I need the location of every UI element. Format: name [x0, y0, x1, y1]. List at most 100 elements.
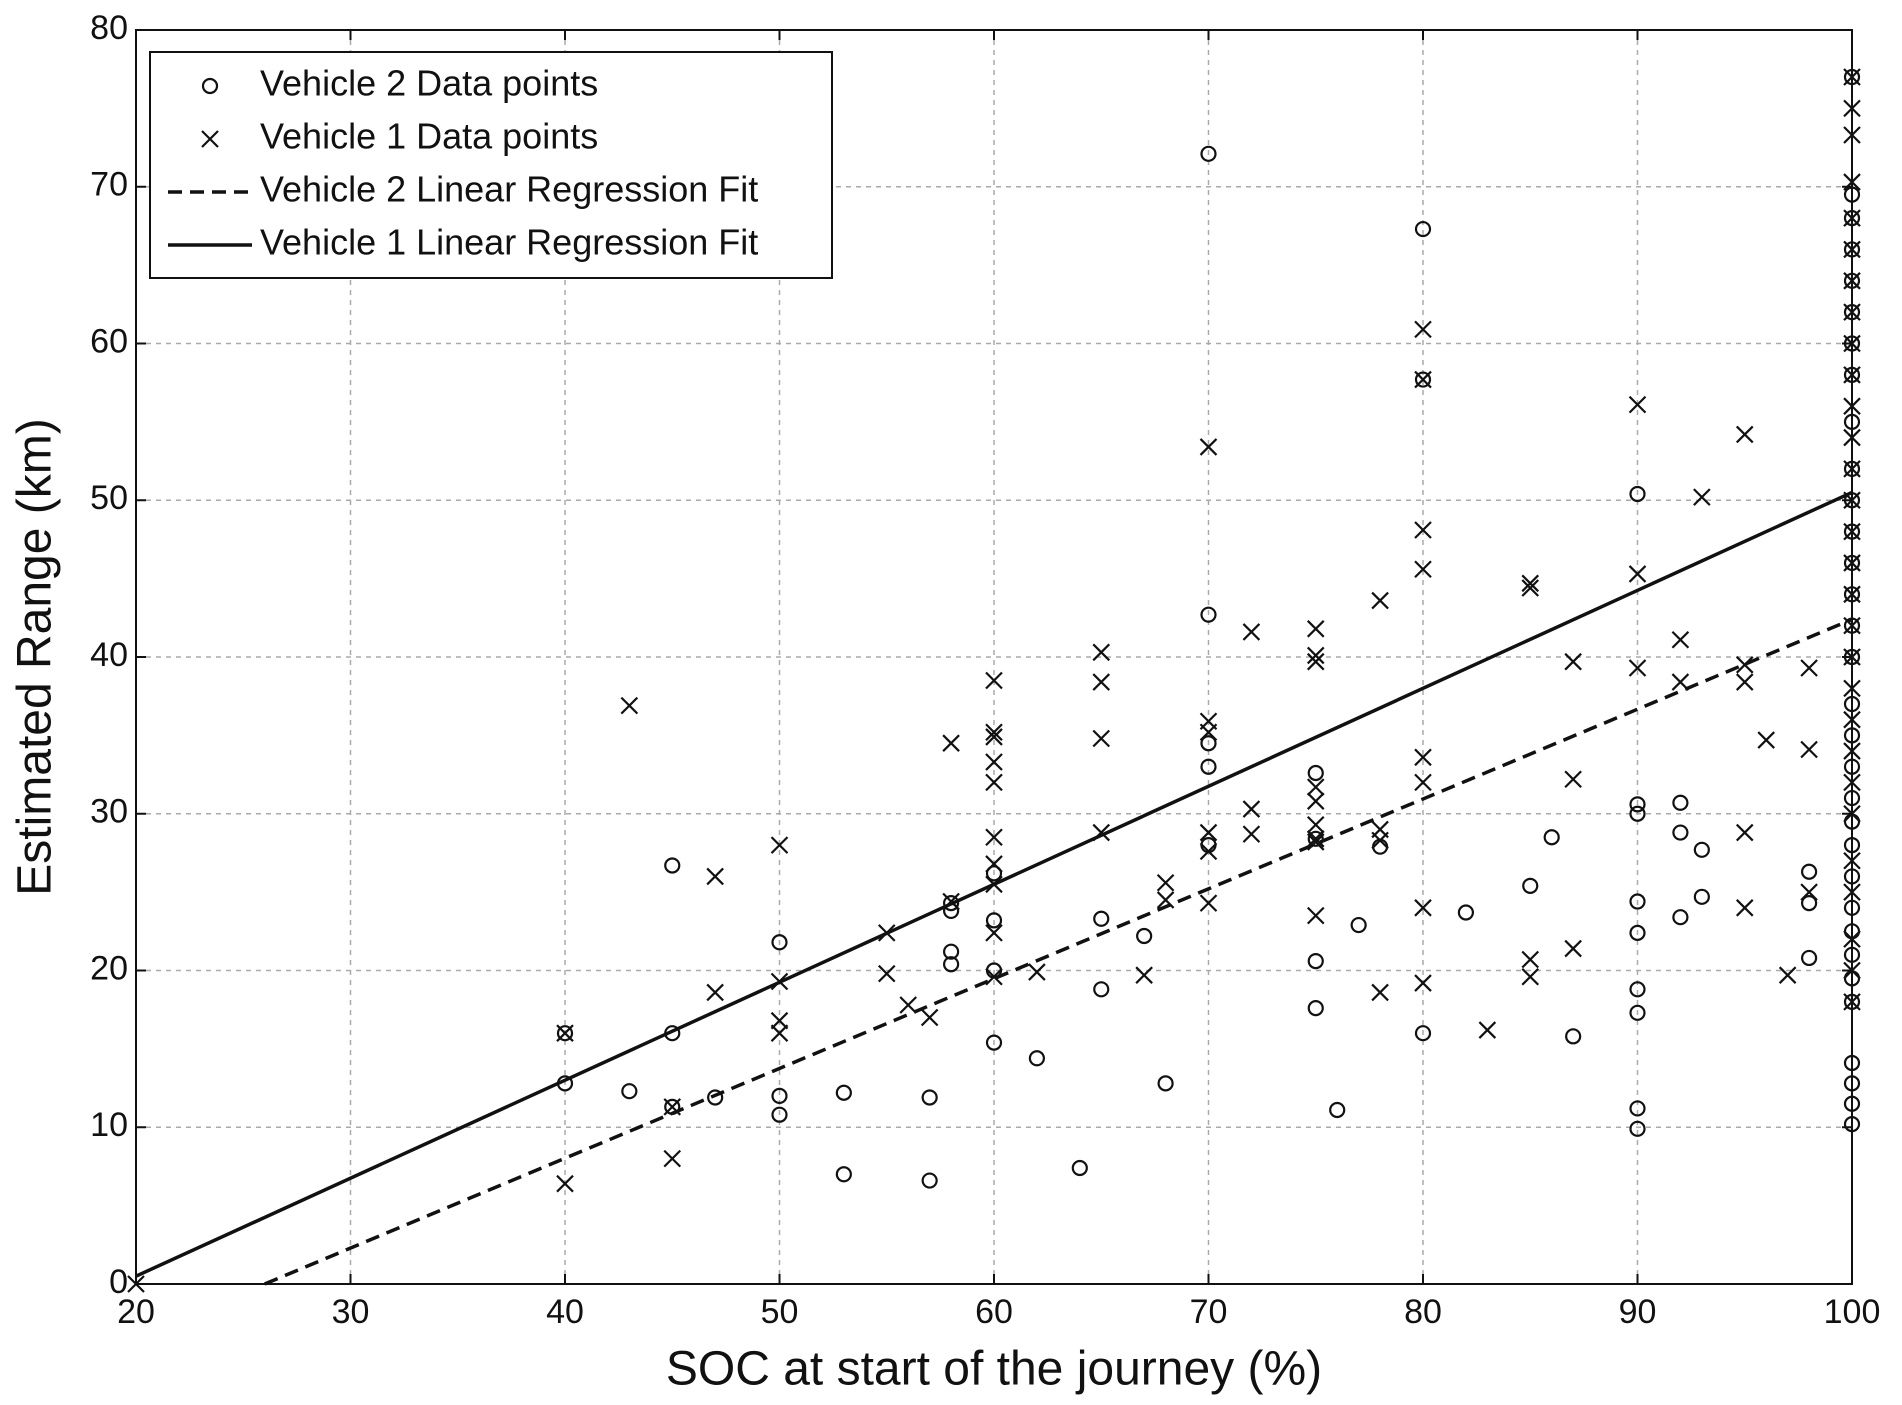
- data-point: [985, 773, 1003, 792]
- data-point: [985, 723, 1003, 742]
- data-point: [1629, 796, 1646, 813]
- data-point: [556, 1024, 574, 1042]
- data-point: [985, 671, 1003, 690]
- data-point: [1329, 1101, 1346, 1119]
- data-point: [877, 964, 896, 983]
- data-point: [771, 1087, 788, 1105]
- data-point: [1693, 841, 1710, 858]
- data-point: [664, 857, 681, 874]
- data-point: [1564, 770, 1582, 789]
- data-point: [1629, 1100, 1646, 1117]
- data-point: [621, 1083, 638, 1100]
- data-point: [1672, 824, 1689, 841]
- data-point: [942, 943, 960, 960]
- data-point: [1414, 560, 1432, 578]
- x-tick-label: 40: [546, 1293, 584, 1331]
- data-point: [985, 865, 1003, 882]
- data-point: [921, 1089, 938, 1106]
- data-point: [1735, 823, 1754, 842]
- data-point: [770, 836, 789, 854]
- data-point: [1735, 899, 1754, 917]
- data-point: [1629, 981, 1646, 998]
- x-tick-label: 70: [1190, 1293, 1228, 1331]
- data-point: [1628, 395, 1647, 414]
- data-point: [1306, 778, 1325, 796]
- data-point: [1693, 888, 1710, 905]
- fit-line: [264, 617, 1853, 1286]
- x-tick-label: 100: [1824, 1293, 1881, 1331]
- data-point: [1157, 1075, 1174, 1092]
- data-point: [770, 1011, 789, 1030]
- legend-box: [149, 51, 833, 279]
- data-point: [1521, 574, 1540, 593]
- data-point: [1414, 521, 1432, 539]
- data-point: [1778, 966, 1797, 984]
- data-point: [771, 934, 788, 951]
- data-point: [835, 1166, 852, 1183]
- y-tick-label: 30: [90, 793, 128, 831]
- data-point: [1306, 652, 1325, 671]
- data-point: [1414, 899, 1432, 917]
- data-point: [663, 1149, 682, 1168]
- data-point: [1414, 371, 1432, 388]
- data-point: [985, 753, 1003, 771]
- data-point: [985, 728, 1003, 746]
- data-point: [1414, 370, 1432, 389]
- fit-line: [135, 490, 1853, 1278]
- data-point: [1478, 1021, 1497, 1039]
- data-point: [1629, 924, 1646, 941]
- data-point: [1200, 145, 1217, 162]
- data-point: [1093, 910, 1110, 927]
- data-point: [1800, 949, 1818, 967]
- x-tick-label: 50: [761, 1293, 799, 1331]
- data-point: [1199, 723, 1218, 742]
- data-point: [1521, 950, 1540, 969]
- data-point: [1565, 1028, 1582, 1045]
- data-point: [985, 1034, 1003, 1051]
- data-point: [1093, 981, 1110, 998]
- legend-label: Vehicle 1 Linear Regression Fit: [260, 222, 758, 263]
- legend-marker: [201, 130, 219, 148]
- data-point: [835, 1084, 852, 1101]
- data-point: [1156, 873, 1175, 892]
- y-tick-label: 80: [90, 9, 128, 47]
- y-tick-label: 0: [109, 1263, 128, 1301]
- data-point: [1672, 794, 1689, 811]
- data-point: [1307, 1000, 1324, 1017]
- data-point: [1092, 643, 1111, 662]
- x-axis-label: SOC at start of the journey (%): [666, 1343, 1322, 1396]
- data-point: [1672, 909, 1689, 926]
- data-point: [1414, 320, 1432, 339]
- data-point: [707, 1089, 724, 1106]
- data-point: [899, 996, 917, 1014]
- data-point: [1199, 894, 1218, 912]
- data-point: [771, 1106, 788, 1123]
- data-point: [1200, 606, 1217, 623]
- data-point: [1564, 939, 1582, 958]
- legend-label: Vehicle 1 Data points: [260, 116, 598, 157]
- x-tick-label: 80: [1404, 1293, 1442, 1331]
- data-point: [556, 1025, 574, 1042]
- data-point: [1629, 485, 1646, 503]
- legend-marker: [201, 77, 219, 95]
- data-point: [1242, 825, 1261, 843]
- x-tick-label: 90: [1619, 1293, 1657, 1331]
- data-point: [620, 696, 639, 715]
- data-point: [1199, 842, 1218, 861]
- data-point: [942, 894, 960, 912]
- y-tick-label: 60: [90, 322, 128, 360]
- data-point: [1414, 748, 1432, 767]
- data-point: [1521, 579, 1540, 597]
- data-point: [1242, 623, 1261, 641]
- data-point: [1199, 823, 1218, 842]
- y-tick-label: 20: [90, 949, 128, 987]
- data-point: [1306, 620, 1325, 638]
- data-point: [942, 734, 960, 752]
- data-point: [1371, 983, 1389, 1002]
- data-point: [1543, 829, 1560, 846]
- data-point: [1735, 656, 1754, 674]
- data-point: [1800, 659, 1818, 677]
- data-point: [1629, 1004, 1646, 1021]
- data-point: [1522, 877, 1539, 894]
